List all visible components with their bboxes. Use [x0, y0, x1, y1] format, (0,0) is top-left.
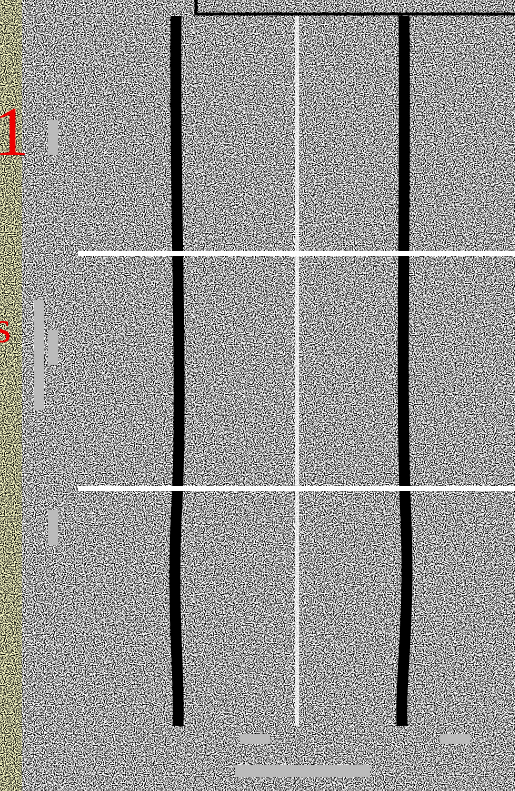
- axis-label-blur: [48, 120, 58, 155]
- axis-label-blur: [48, 330, 58, 365]
- axis-label-blur: [240, 734, 270, 744]
- axis-label-blur: [48, 510, 58, 545]
- raster-plot: [78, 16, 515, 726]
- slide: 1 s: [0, 0, 515, 791]
- panel-divider: [295, 16, 299, 726]
- axis-label-blur: [34, 300, 44, 410]
- trace-line: [402, 16, 407, 726]
- trace-line: [175, 16, 179, 726]
- axis-label-blur: [235, 765, 370, 777]
- axis-label-blur: [440, 734, 470, 744]
- page: 1 s (() => { const data = JSON.parse(doc…: [0, 0, 515, 791]
- caption-box: [196, 0, 515, 14]
- slide-text-fragment: s: [0, 303, 11, 352]
- slide-text-fragment: 1: [0, 94, 29, 171]
